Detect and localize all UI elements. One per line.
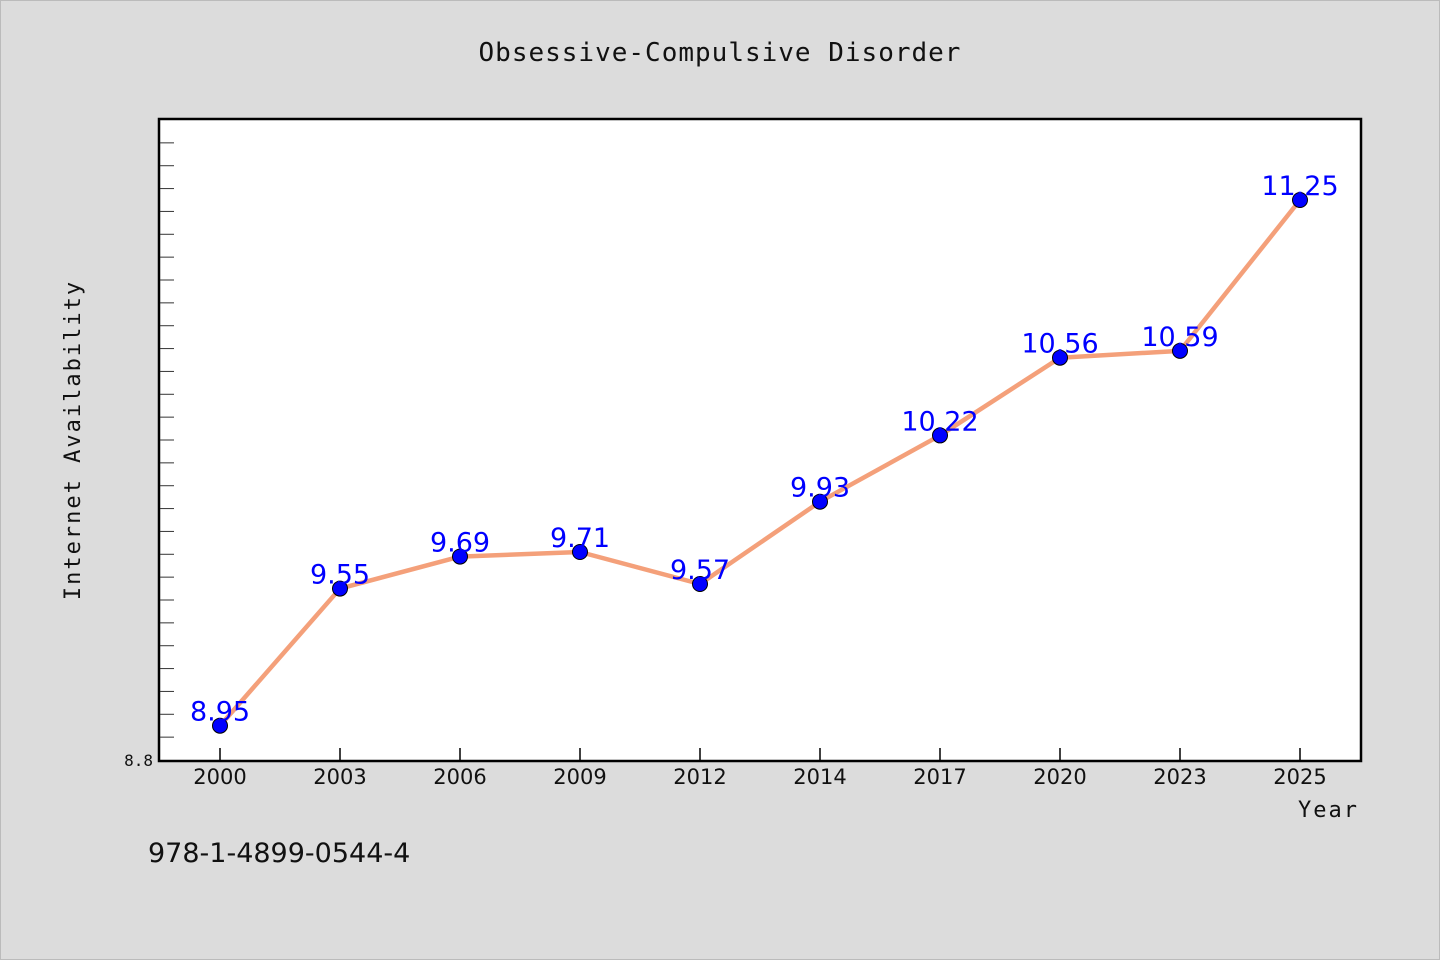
data-point (212, 717, 228, 734)
data-point (812, 493, 828, 510)
y-axis-label: Internet Availability (61, 280, 86, 600)
x-axis-label: Year (1298, 798, 1359, 823)
x-tick-label: 2012 (673, 765, 726, 789)
x-tick-label: 2023 (1153, 765, 1206, 789)
isbn-text: 978-1-4899-0544-4 (148, 838, 410, 869)
data-point (1172, 342, 1188, 359)
data-label: 10.59 (1141, 322, 1218, 353)
data-label: 9.71 (550, 523, 610, 554)
data-label: 9.57 (670, 555, 730, 586)
data-label: 10.56 (1021, 329, 1098, 360)
data-label: 9.55 (310, 560, 370, 591)
data-label: 11.25 (1261, 171, 1338, 202)
data-point (332, 580, 348, 597)
data-point (1052, 349, 1068, 366)
data-point (572, 544, 588, 560)
x-axis-ticks: 2000 2003 2006 2009 2012 2014 2017 2020 2023 2025 (193, 748, 1327, 789)
data-label: 9.93 (790, 473, 850, 504)
x-tick-label: 2000 (193, 765, 246, 789)
plot-area (157, 117, 1363, 763)
x-tick-label: 2009 (553, 765, 606, 789)
x-tick-label: 2025 (1273, 765, 1326, 789)
data-point (452, 548, 468, 565)
series-group: 8.95 9.55 9.69 9.71 9.57 9.93 10.22 10.56 10.59 1… (190, 171, 1339, 734)
series-line (217, 197, 1303, 728)
x-tick-label: 2020 (1033, 765, 1086, 789)
y-tick-label: 8.8 (124, 751, 153, 770)
x-tick-label: 2017 (913, 765, 966, 789)
data-point (692, 576, 708, 592)
data-label: 9.69 (430, 528, 490, 559)
data-point (932, 427, 948, 444)
y-minor-ticks (160, 142, 174, 738)
data-point (1292, 192, 1308, 208)
data-label: 10.22 (901, 406, 978, 437)
x-tick-label: 2014 (793, 765, 846, 789)
data-label: 8.95 (190, 697, 250, 728)
chart-title: Obsessive-Compulsive Disorder (479, 38, 962, 68)
x-tick-label: 2003 (313, 765, 366, 789)
x-tick-label: 2006 (433, 765, 486, 789)
